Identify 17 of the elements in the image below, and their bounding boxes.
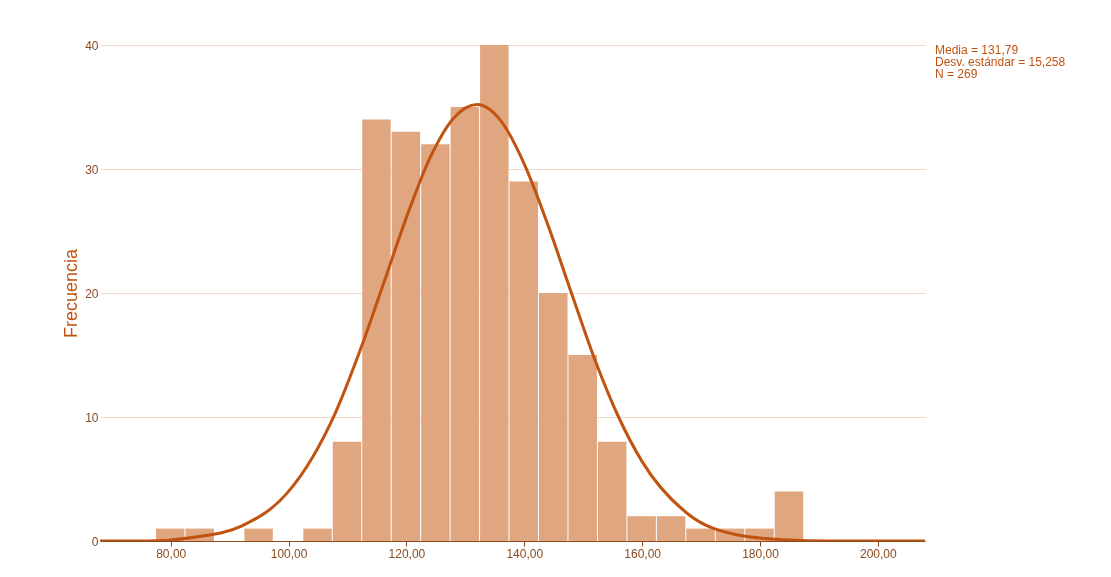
y-tick-label: 40 xyxy=(85,38,99,53)
x-tick-label: 200,00 xyxy=(860,546,898,561)
x-tick-label: 80,00 xyxy=(156,546,187,561)
x-tick-label: 100,00 xyxy=(270,546,308,561)
y-axis-title: Frecuencia xyxy=(61,247,82,339)
x-tick-label: 140,00 xyxy=(506,546,544,561)
line-series xyxy=(100,103,925,541)
x-tick-label: 160,00 xyxy=(624,546,662,561)
y-tick-label: 10 xyxy=(85,410,99,425)
y-tick-label: 0 xyxy=(91,534,99,549)
text: Media = 131,79 xyxy=(935,43,1020,57)
x-tick-label: 120,00 xyxy=(388,546,426,561)
x-tick-label: 180,00 xyxy=(742,546,780,561)
text: N = 269 xyxy=(935,67,979,81)
text: Desv. estándar = 15,258 xyxy=(935,55,1066,69)
y-tick-label: 20 xyxy=(85,286,99,301)
y-tick-label: 30 xyxy=(85,162,99,177)
